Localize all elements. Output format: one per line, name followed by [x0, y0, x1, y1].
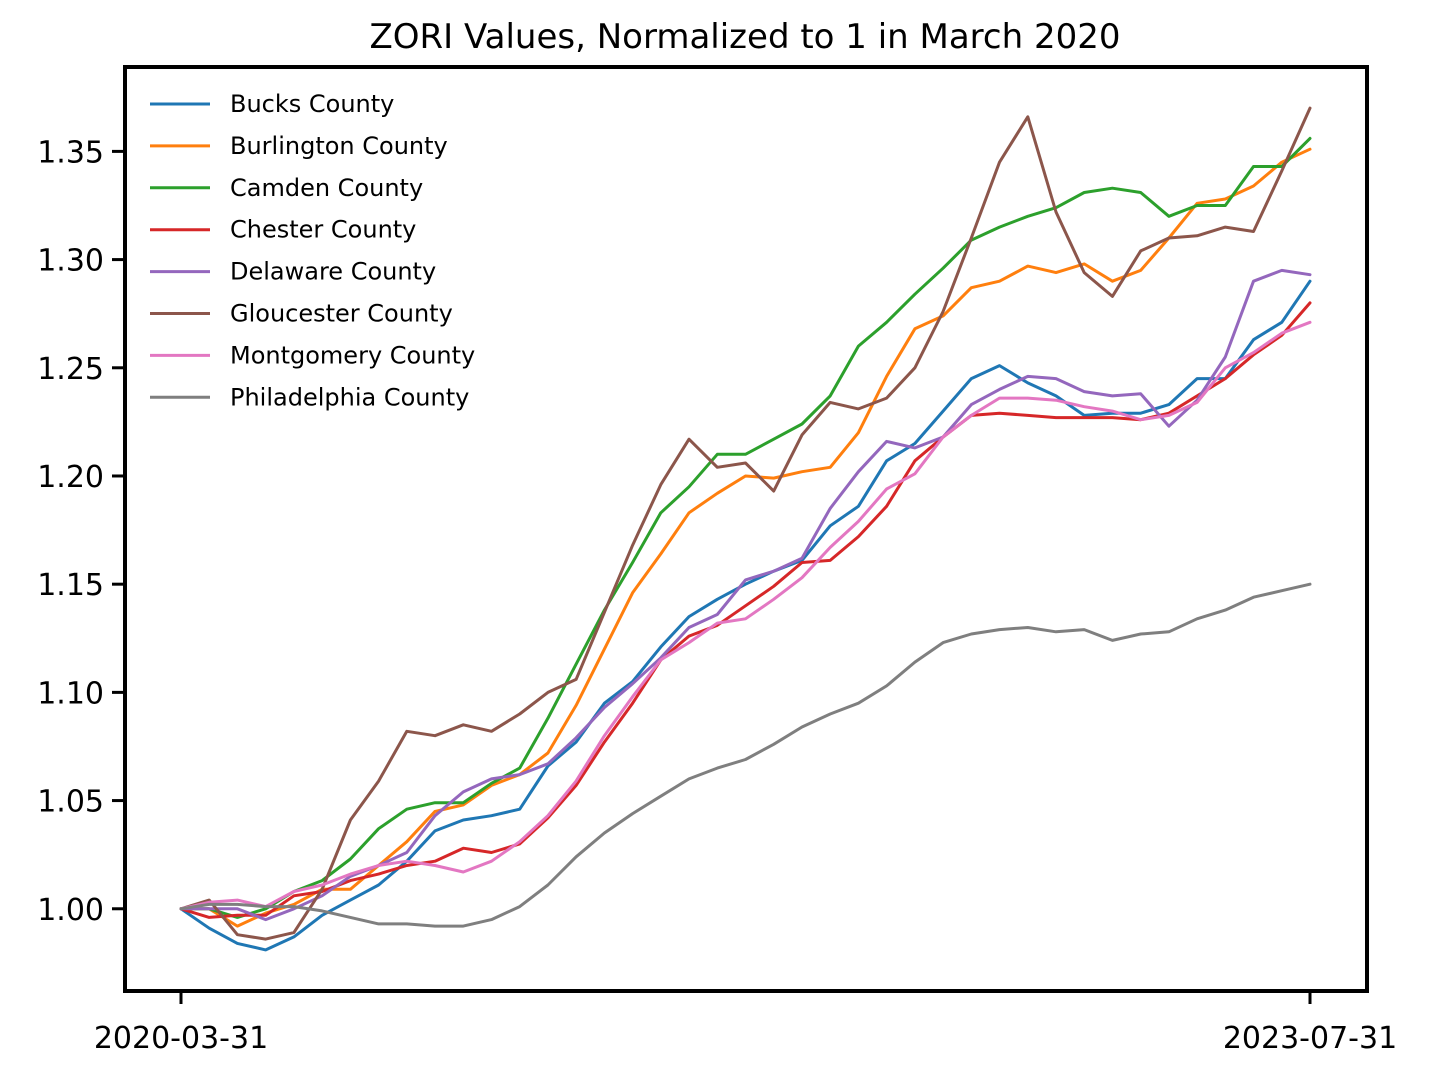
series-line-gloucester-county: [179, 106, 1312, 941]
x-tick-label: 2023-07-31: [1223, 1021, 1397, 1056]
y-tick-label: 1.35: [37, 135, 104, 170]
series-line-montgomery-county: [179, 320, 1312, 911]
legend-label: Burlington County: [230, 132, 448, 160]
y-tick-label: 1.10: [37, 676, 104, 711]
plot-area-frame: [123, 65, 1369, 993]
legend-label: Camden County: [230, 174, 423, 202]
series-line-burlington-county: [179, 147, 1312, 928]
series-line-chester-county: [179, 301, 1312, 919]
series-line-bucks-county: [179, 279, 1312, 952]
legend-label: Montgomery County: [230, 341, 475, 369]
legend-label: Bucks County: [230, 90, 394, 118]
y-tick-label: 1.20: [37, 460, 104, 495]
legend-label: Chester County: [230, 216, 416, 244]
y-tick-label: 1.25: [37, 352, 104, 387]
y-tick-label: 1.30: [37, 244, 104, 279]
plot-lines: [179, 106, 1312, 952]
legend-label: Gloucester County: [230, 300, 453, 328]
legend: Bucks County Burlington County Camden Coun…: [150, 90, 475, 411]
y-tick-label: 1.15: [37, 568, 104, 603]
x-tick-label: 2020-03-31: [94, 1021, 268, 1056]
legend-label: Delaware County: [230, 258, 436, 286]
y-axis: 1.00 1.05 1.10 1.15 1.20 1.25 1.30 1.35: [37, 135, 125, 928]
y-tick-label: 1.05: [37, 785, 104, 820]
series-line-philadelphia-county: [179, 582, 1312, 928]
legend-label: Philadelphia County: [230, 383, 469, 411]
y-tick-label: 1.00: [37, 893, 104, 928]
x-axis: 2020-03-31 2023-07-31: [94, 991, 1397, 1056]
series-line-camden-county: [179, 136, 1312, 919]
chart-title: ZORI Values, Normalized to 1 in March 20…: [370, 17, 1121, 57]
